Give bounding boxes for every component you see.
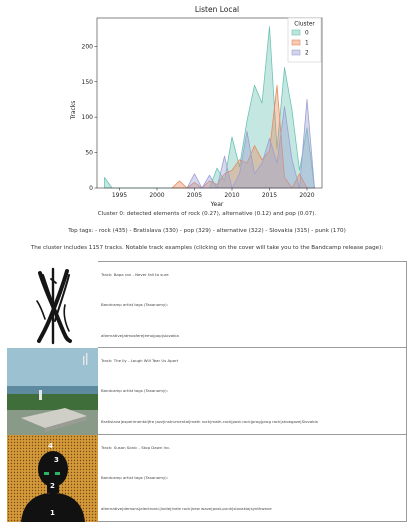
track-row: 4 3 2 1 Track: Susan Sonic - Stop Dawn I… xyxy=(7,435,407,522)
track-info: Track: Bapa ron - Never fall to sure Ban… xyxy=(98,261,407,348)
chart-legend: Cluster 0 1 2 xyxy=(287,17,322,63)
x-tick-label: 2015 xyxy=(262,192,277,199)
track-artist-tags-label: Bandcamp artist tags (Taxonomy): xyxy=(101,475,168,480)
track-tags: alternative|atmosfere|emo|pop|slovakia xyxy=(101,333,179,338)
svg-text:1: 1 xyxy=(50,509,55,517)
y-axis-label: Tracks xyxy=(70,101,77,121)
svg-text:4: 4 xyxy=(48,442,53,450)
plot-frame xyxy=(96,17,323,189)
album-cover-link[interactable]: 4 3 2 1 xyxy=(7,435,98,522)
album-cover-link[interactable] xyxy=(7,348,98,435)
album-cover-image xyxy=(7,348,98,435)
x-tick-label: 2010 xyxy=(224,192,239,199)
y-tick-label: 150 xyxy=(82,79,94,86)
top-tags: Top tags: - rock (435) - Bratislava (330… xyxy=(68,228,346,234)
y-tick-label: 200 xyxy=(82,43,94,50)
album-cover-image: 4 3 2 1 xyxy=(7,435,98,522)
chart-axes: 1995 2000 2005 2010 2015 2020 0 50 100 150 200 xyxy=(82,17,323,199)
x-axis-label: Year xyxy=(210,201,224,208)
track-info: Track: The Ily - Laugh Will Tear Us Apar… xyxy=(98,348,407,435)
legend-label-1: 1 xyxy=(305,41,309,47)
track-row: Track: Bapa ron - Never fall to sure Ban… xyxy=(7,261,407,348)
cluster-year-chart: Listen Local 1995 2000 2005 2010 2015 2020050… xyxy=(70,5,323,208)
chart-title: Listen Local xyxy=(195,5,239,14)
svg-text:3: 3 xyxy=(54,456,59,464)
x-tick-label: 1995 xyxy=(112,192,127,199)
x-tick-label: 2000 xyxy=(149,192,164,199)
y-tick-label: 0 xyxy=(89,185,93,192)
cluster-description: Cluster 0: detected elements of rock (0.… xyxy=(97,211,317,217)
y-tick-label: 50 xyxy=(85,150,93,157)
track-info: Track: Susan Sonic - Stop Dawn Inc. Band… xyxy=(98,435,407,522)
album-cover-image xyxy=(36,267,72,345)
track-tags: alternative|demons|electronic|indie|indi… xyxy=(101,506,272,511)
album-cover-link[interactable] xyxy=(7,261,98,348)
track-title: Track: Bapa ron - Never fall to sure xyxy=(101,272,169,277)
legend-label-2: 2 xyxy=(305,51,309,57)
track-title: Track: The Ily - Laugh Will Tear Us Apar… xyxy=(101,358,179,363)
legend-title: Cluster xyxy=(294,22,315,28)
track-list: Track: Bapa ron - Never fall to sure Ban… xyxy=(7,261,407,526)
cluster-intro: The cluster includes 1157 tracks. Notabl… xyxy=(30,245,384,251)
track-artist-tags-label: Bandcamp artist tags (Taxonomy): xyxy=(101,302,168,307)
y-tick-label: 100 xyxy=(82,114,94,121)
legend-swatch-1 xyxy=(291,39,301,46)
track-title: Track: Susan Sonic - Stop Dawn Inc. xyxy=(101,445,171,450)
legend-swatch-2 xyxy=(291,49,301,56)
x-tick-label: 2005 xyxy=(187,192,202,199)
legend-swatch-0 xyxy=(291,29,301,36)
track-artist-tags-label: Bandcamp artist tags (Taxonomy): xyxy=(101,388,168,393)
track-row: Track: The Ily - Laugh Will Tear Us Apar… xyxy=(7,348,407,435)
x-tick-label: 2020 xyxy=(299,192,314,199)
svg-text:2: 2 xyxy=(50,482,55,490)
chart-series xyxy=(104,26,315,189)
legend-label-0: 0 xyxy=(305,31,309,37)
track-tags: Bratislava|experimental|fre jazz|instrum… xyxy=(101,419,318,424)
